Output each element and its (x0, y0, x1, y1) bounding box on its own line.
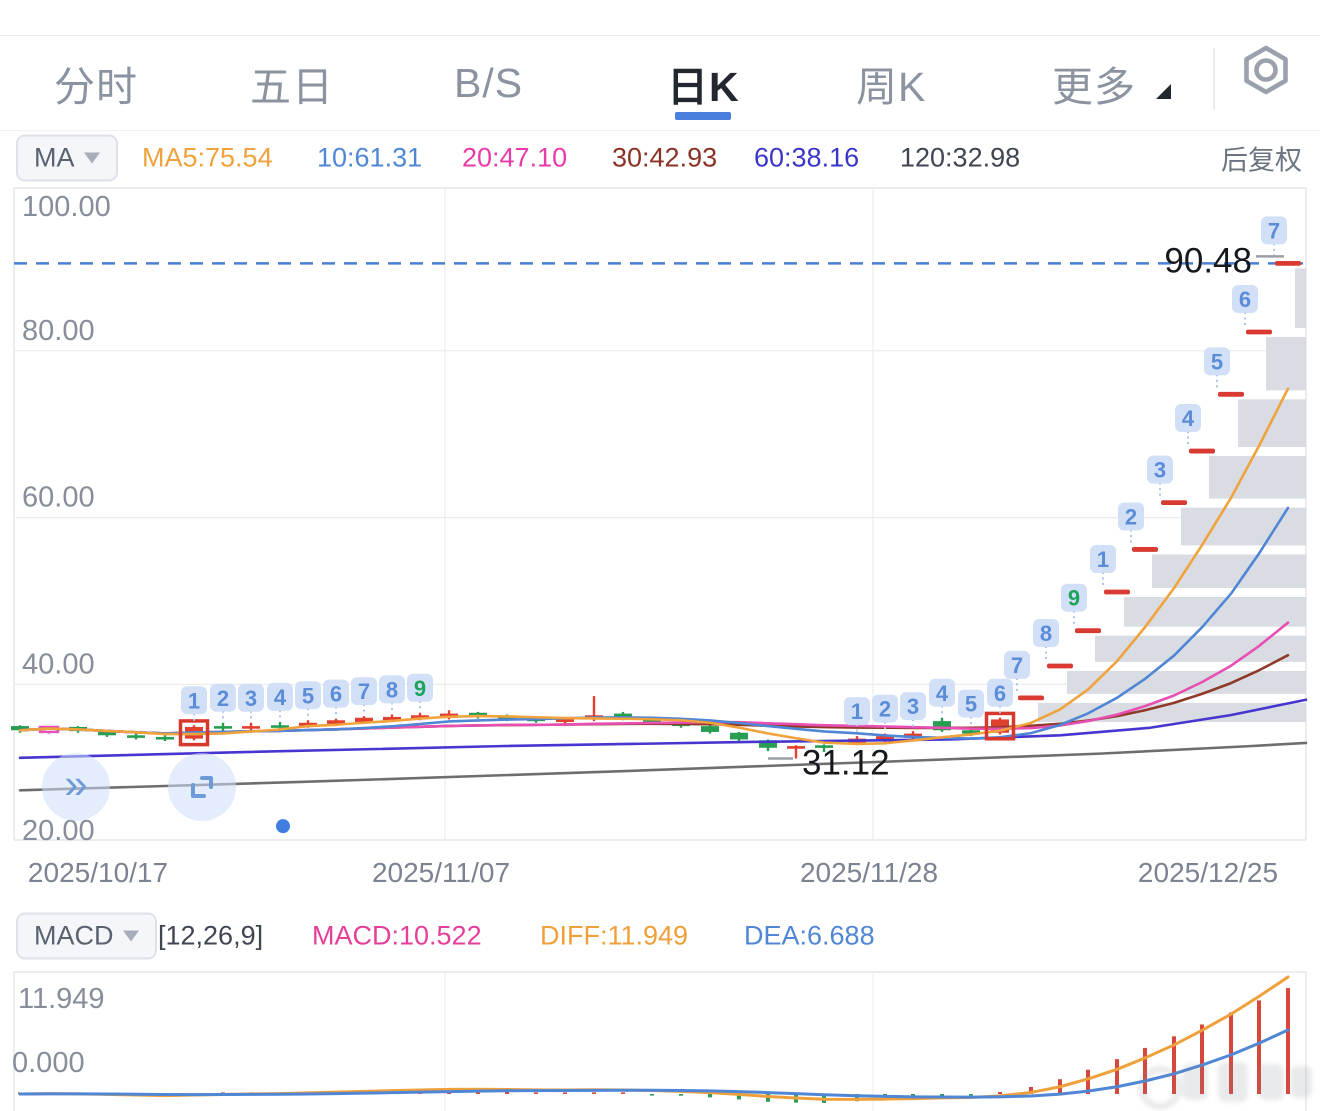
ma-legend-item-1: MA5:75.54 (142, 142, 273, 173)
svg-text:1: 1 (851, 699, 863, 724)
svg-text:1: 1 (188, 688, 200, 713)
tabbar-divider (1213, 48, 1215, 110)
svg-text:3: 3 (245, 686, 257, 711)
tab-4[interactable]: 日K (667, 36, 740, 130)
top-divider (0, 35, 1320, 36)
active-tab-underline (675, 112, 732, 120)
macd-chart: 11.949 0.000 (12, 971, 1307, 1111)
tab-label: 周K (856, 64, 927, 110)
chart-settings-button[interactable] (1240, 44, 1292, 96)
chevron-down-icon (122, 930, 139, 942)
svg-text:80.00: 80.00 (22, 315, 95, 347)
tab-5[interactable]: 周K (856, 36, 926, 130)
svg-text:8: 8 (1040, 621, 1052, 646)
svg-text:90.48: 90.48 (1164, 241, 1252, 280)
macd-legend-item-1: [12,26,9] (158, 920, 264, 951)
svg-text:40.00: 40.00 (22, 648, 95, 680)
tab-label: 五日 (250, 64, 334, 110)
ma-legend-item-3: 20:47.10 (462, 142, 568, 173)
svg-text:9: 9 (414, 676, 426, 701)
svg-text:7: 7 (1268, 218, 1280, 243)
limit-up-boards-layer (1018, 260, 1301, 701)
main-chart: 1 2 3 4 5 6 7 8 91 2 34 5 6789123456731.1290.48100.0… (11, 187, 1308, 888)
svg-text:2: 2 (1125, 504, 1137, 529)
svg-text:31.12: 31.12 (802, 743, 890, 782)
more-caret-icon (1156, 84, 1171, 99)
svg-text:1: 1 (1097, 547, 1109, 572)
macd-legend-item-4: DEA:6.688 (744, 920, 875, 951)
svg-text:6: 6 (994, 681, 1006, 706)
svg-text:2025/11/28: 2025/11/28 (800, 857, 938, 888)
tab-1[interactable]: 分时 (54, 36, 138, 130)
ma-line-MA5 (18, 387, 1290, 746)
ma-line-MA120 (18, 741, 1308, 792)
svg-text:6: 6 (330, 682, 342, 707)
tab-2[interactable]: 五日 (250, 36, 334, 130)
macd-legend-item-3: DIFF:11.949 (540, 920, 689, 951)
tab-label: 日K (667, 64, 740, 110)
tab-bar: 分时 五日 B/S 日K 周K 更多 (0, 36, 1320, 130)
svg-text:2: 2 (879, 697, 891, 722)
ma-legend-item-6: 120:32.98 (900, 142, 1021, 173)
svg-text:3: 3 (1154, 458, 1166, 483)
tab-6[interactable]: 更多 (1052, 36, 1171, 130)
svg-text:2025/11/07: 2025/11/07 (372, 857, 510, 888)
macd-selector-chip[interactable]: MACD (16, 912, 157, 960)
diff-line (18, 975, 1290, 1101)
svg-text:5: 5 (302, 683, 314, 708)
limit-up-step-boxes (1038, 268, 1306, 723)
ma-chip-label: MA (34, 142, 75, 173)
svg-text:4: 4 (274, 685, 287, 710)
tab-label: 分时 (54, 64, 138, 110)
svg-text:2: 2 (217, 686, 229, 711)
macd-indicator-row: MACD [12,26,9] MACD:10.522 DIFF:11.949 DEA:… (0, 903, 1320, 969)
ma-legend-item-4: 30:42.93 (612, 142, 718, 173)
svg-text:8: 8 (386, 677, 398, 702)
svg-text:20.00: 20.00 (22, 815, 95, 847)
ma-line-MA60 (18, 698, 1308, 760)
svg-text:100.00: 100.00 (22, 191, 111, 223)
svg-text:7: 7 (358, 679, 370, 704)
svg-text:6: 6 (1239, 287, 1251, 312)
svg-text:11.949: 11.949 (18, 983, 105, 1015)
svg-text:5: 5 (965, 692, 977, 717)
expand-chart-button[interactable] (168, 753, 236, 821)
svg-text:60.00: 60.00 (22, 482, 95, 514)
blue-dot-marker (276, 819, 290, 834)
svg-text:2025/10/17: 2025/10/17 (28, 857, 168, 888)
svg-text:9: 9 (1068, 586, 1080, 611)
expand-icon (191, 776, 213, 798)
hexagon-nut-icon (1244, 45, 1288, 95)
svg-text:5: 5 (1211, 349, 1223, 374)
svg-text:4: 4 (1182, 406, 1195, 431)
svg-text:2025/12/25: 2025/12/25 (1138, 857, 1278, 888)
tab-label: B/S (454, 59, 524, 106)
ma-legend-item-2: 10:61.31 (317, 142, 423, 173)
tab-3[interactable]: B/S (454, 36, 523, 130)
ma-legend-item-5: 60:38.16 (754, 142, 860, 173)
svg-text:4: 4 (936, 681, 949, 706)
adjust-mode-toggle[interactable]: 后复权 (1221, 145, 1302, 176)
fast-forward-button[interactable]: » (42, 753, 110, 821)
row-divider (0, 130, 1320, 131)
trade-signal-squares (178, 711, 1016, 747)
fast-forward-icon: » (64, 760, 88, 807)
tab-label: 更多 (1052, 64, 1136, 110)
macd-chip-label: MACD (34, 920, 114, 951)
chevron-down-icon (83, 152, 100, 164)
svg-text:3: 3 (907, 694, 919, 719)
dea-line (18, 1028, 1290, 1099)
ma-indicator-row: MA MA5:75.54 10:61.31 20:47.10 30:42.93 60:3… (0, 131, 1320, 185)
macd-legend-item-2: MACD:10.522 (312, 920, 482, 951)
svg-text:0.000: 0.000 (12, 1047, 85, 1079)
svg-text:7: 7 (1011, 653, 1023, 678)
macd-histogram (18, 988, 1290, 1103)
ma-selector-chip[interactable]: MA (16, 134, 118, 182)
